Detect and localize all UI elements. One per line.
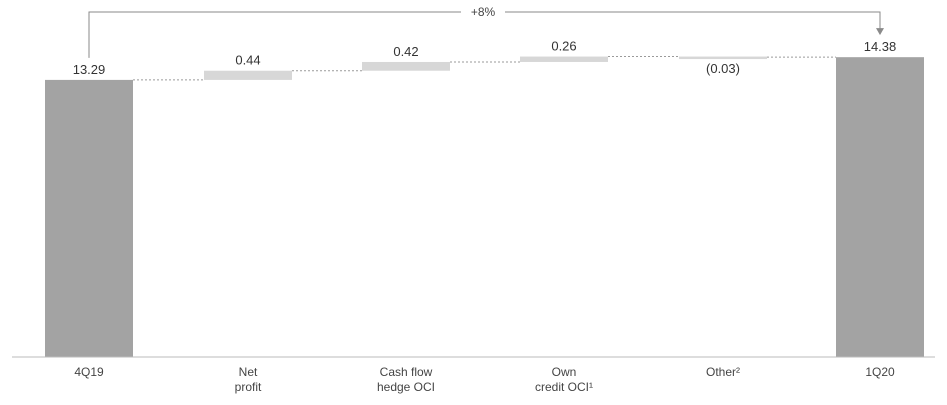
category-labels: 4Q19 Net profit Cash flow hedge OCI Own credit… — [74, 365, 895, 394]
bar-0 — [45, 79, 133, 357]
arrow-down-icon — [876, 28, 884, 36]
value-label-0: 13.29 — [73, 62, 106, 77]
category-label-1: Net profit — [235, 365, 262, 394]
bars — [45, 56, 924, 357]
category-label-5: 1Q20 — [865, 365, 895, 379]
connector-lines — [133, 56, 836, 81]
value-label-2: 0.42 — [393, 44, 418, 59]
bar-4 — [679, 56, 767, 60]
bar-1 — [204, 70, 292, 80]
value-label-1: 0.44 — [235, 53, 260, 68]
growth-bracket: +8% — [88, 3, 884, 58]
value-labels: 13.29 0.44 0.42 0.26 (0.03) 14.38 — [73, 39, 897, 77]
bar-3 — [520, 56, 608, 62]
value-label-4: (0.03) — [706, 61, 740, 76]
growth-label: +8% — [471, 5, 496, 19]
category-label-0: 4Q19 — [74, 365, 104, 379]
category-label-2: Cash flow hedge OCI — [377, 365, 435, 394]
value-label-3: 0.26 — [551, 39, 576, 54]
category-label-3: Own credit OCI¹ — [535, 365, 593, 394]
bracket-label-background — [461, 3, 505, 21]
bar-5 — [836, 57, 924, 357]
value-label-5: 14.38 — [864, 39, 897, 54]
bar-2 — [362, 61, 450, 71]
category-label-4: Other² — [706, 365, 740, 379]
